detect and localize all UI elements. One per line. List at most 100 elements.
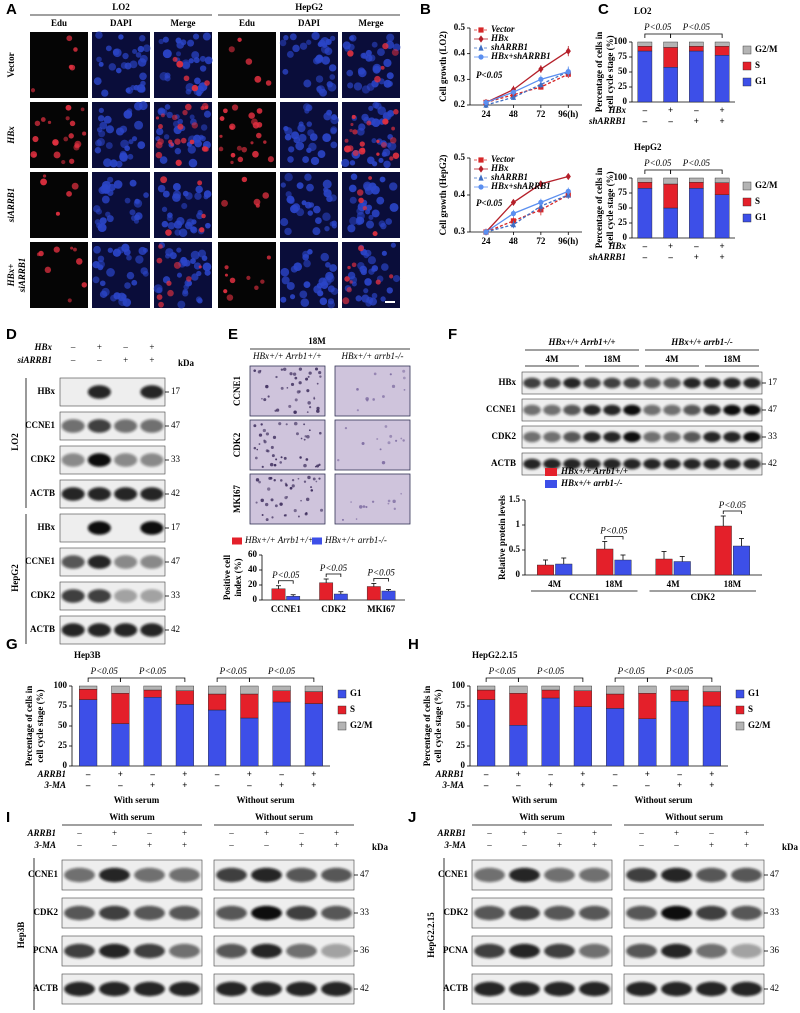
condition-sign: +	[668, 241, 673, 251]
cell-stain	[402, 369, 406, 373]
bar-segment	[272, 690, 291, 703]
cell-stain	[113, 292, 121, 300]
marker	[510, 93, 517, 100]
band	[114, 419, 138, 433]
bar-segment	[637, 46, 653, 52]
condition-sign: +	[516, 769, 521, 779]
cell-stain	[300, 437, 303, 440]
condition-sign: +	[123, 355, 128, 365]
significance-bracket	[646, 677, 713, 682]
cell-stain	[288, 146, 295, 153]
band	[543, 431, 561, 443]
protein-label: PCNA	[33, 945, 58, 955]
significance-bracket	[216, 677, 250, 682]
y-axis-label: Positive cell	[222, 554, 232, 600]
cell-stain	[158, 124, 163, 129]
band	[216, 905, 247, 921]
cell-stain	[103, 115, 112, 124]
band	[703, 377, 721, 389]
cell-stain	[288, 404, 292, 408]
cell-stain	[305, 377, 309, 381]
cell-stain	[158, 244, 163, 249]
bar-segment	[714, 182, 730, 196]
cell-stain	[128, 139, 134, 145]
kda-label: 42	[171, 624, 180, 634]
y-tick-label: 25	[618, 217, 628, 227]
cell-stain	[101, 287, 110, 297]
cell-stain	[260, 279, 265, 284]
cell-stain	[185, 88, 192, 95]
bar-segment	[689, 50, 704, 103]
legend-swatch	[742, 197, 752, 207]
cell-stain	[176, 60, 184, 68]
cell-stain	[190, 226, 198, 234]
cell-stain	[386, 287, 393, 294]
condition-label: shARRB1	[588, 116, 626, 126]
cell-stain	[318, 370, 322, 375]
x-tick-label: 4M	[548, 579, 562, 589]
group-label: HepG2	[10, 564, 20, 592]
group-label: With serum	[114, 795, 160, 805]
annotation: P<0.05	[219, 666, 248, 676]
band	[723, 404, 741, 416]
marker	[565, 172, 571, 181]
cell-stain	[325, 262, 331, 268]
cell-stain	[304, 201, 312, 209]
cell-stain	[230, 152, 236, 158]
timepoint-label: 18M	[603, 354, 621, 364]
cell-stain	[305, 104, 313, 112]
cell-stain	[229, 123, 236, 131]
band	[544, 943, 575, 959]
cell-stain	[319, 508, 324, 512]
cell-stain	[172, 193, 181, 202]
band	[64, 905, 95, 921]
bar-segment	[272, 685, 291, 691]
bar-segment	[208, 709, 227, 767]
cell-stain	[280, 456, 283, 459]
condition-sign: +	[592, 828, 597, 838]
x-tick-label: MKI67	[367, 604, 395, 614]
condition-sign: –	[638, 840, 644, 850]
cell-stain	[356, 409, 359, 412]
band	[87, 487, 111, 501]
cell-stain	[188, 158, 198, 168]
cell-stain	[229, 277, 236, 284]
annotation: P<0.05	[665, 666, 694, 676]
condition-sign: +	[522, 828, 527, 838]
cell-stain	[263, 398, 267, 402]
cell-stain	[361, 52, 369, 60]
cell-stain	[300, 499, 302, 502]
y-tick-label: 100	[614, 36, 628, 46]
marker	[483, 229, 489, 235]
significance-bracket	[670, 33, 723, 38]
cell-stain	[349, 128, 353, 133]
cell-stain	[349, 216, 358, 226]
cell-stain	[157, 138, 164, 145]
cell-stain	[298, 133, 307, 143]
band	[114, 453, 138, 467]
bar	[381, 590, 396, 601]
cell-stain	[204, 56, 213, 65]
legend-label: G2/M	[755, 44, 778, 54]
cell-stain	[349, 34, 357, 42]
panel-letter: A	[6, 1, 17, 18]
cell-stain	[265, 80, 272, 86]
cell-stain	[266, 255, 271, 260]
cell-stain	[383, 58, 392, 68]
band	[251, 905, 282, 921]
band	[563, 458, 581, 470]
condition-sign: –	[246, 780, 252, 790]
stain-label: CDK2	[232, 432, 242, 457]
band	[61, 419, 85, 433]
cell-stain	[347, 145, 354, 152]
cell-stain	[307, 129, 315, 137]
cell-stain	[69, 120, 76, 127]
condition-sign: –	[85, 769, 91, 779]
band	[623, 458, 641, 470]
x-tick-label: 4M	[667, 579, 681, 589]
cell-stain	[172, 183, 181, 191]
band	[643, 458, 661, 470]
bar	[555, 563, 573, 576]
protein-label: CDK2	[492, 431, 517, 441]
